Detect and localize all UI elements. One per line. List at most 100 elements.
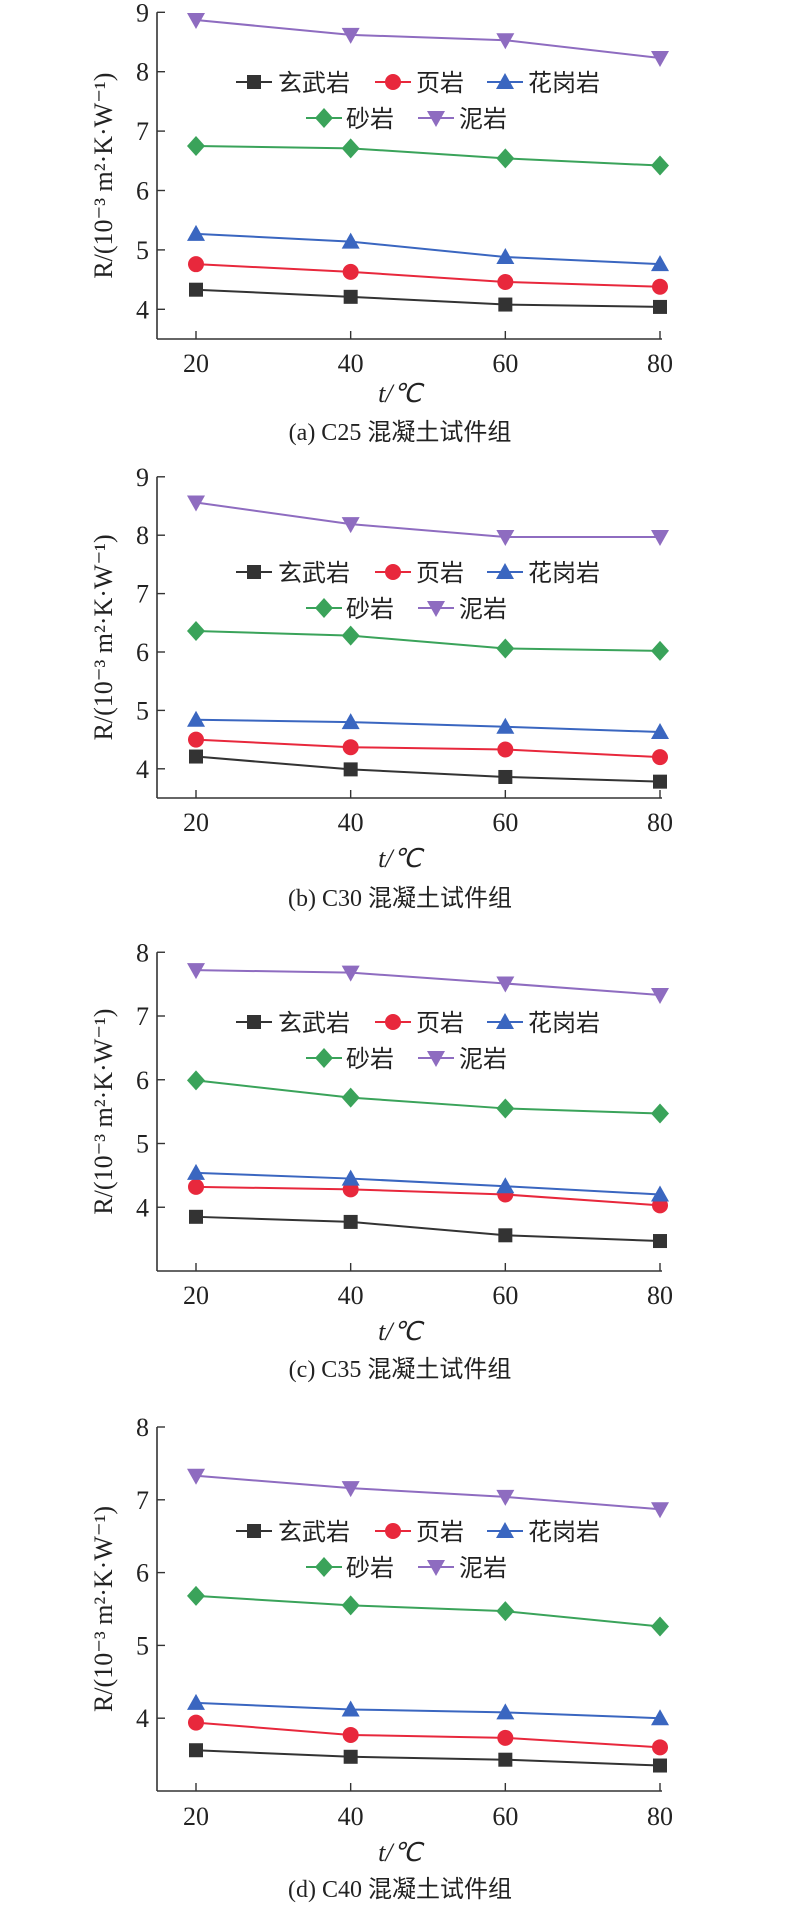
data-point	[187, 495, 205, 512]
legend-item: 页岩	[375, 69, 464, 97]
series-line	[195, 232, 661, 266]
series-line	[195, 1185, 661, 1207]
data-point	[496, 717, 515, 734]
legend-item: 页岩	[375, 1009, 464, 1037]
series-triangle-up	[187, 1163, 669, 1202]
series-line	[195, 755, 661, 783]
data-point	[341, 625, 360, 646]
chart-panel-a: 4 5 6 7 8 9 20 40 60 80 t/℃ R/(10⁻³ m²·K·W⁻¹) (a) C2…	[89, 0, 673, 446]
x-tick-label: 20	[183, 1281, 209, 1310]
legend-item: 砂岩	[306, 1554, 394, 1582]
x-tick-label: 80	[647, 349, 673, 378]
chart-caption: (d) C40 混凝土试件组	[288, 1876, 512, 1903]
series-triangle-up	[187, 1693, 669, 1726]
data-point	[498, 769, 513, 784]
x-tick-label: 80	[647, 1281, 673, 1310]
x-axis-label: t/℃	[378, 1838, 424, 1867]
series-line	[195, 1474, 661, 1511]
series-line	[195, 1594, 661, 1628]
data-point	[343, 289, 358, 304]
legend-label: 泥岩	[459, 1554, 507, 1582]
legend-label: 页岩	[416, 69, 464, 97]
series-line	[195, 738, 661, 759]
data-point	[188, 1178, 204, 1195]
y-tick-label: 7	[136, 117, 149, 146]
legend-label: 玄武岩	[278, 69, 350, 97]
data-point	[651, 1616, 669, 1637]
legend-label: 砂岩	[346, 105, 394, 133]
data-point	[341, 713, 360, 730]
legend-marker-icon	[427, 111, 445, 127]
y-tick-label: 4	[136, 755, 149, 784]
legend-marker-icon	[247, 565, 261, 579]
data-point	[187, 224, 205, 241]
x-tick-label: 40	[338, 1281, 364, 1310]
legend-marker-icon	[385, 1523, 401, 1539]
x-tick-label: 20	[183, 349, 209, 378]
data-point	[187, 1070, 205, 1091]
legend-item: 玄武岩	[236, 1009, 350, 1037]
chart-panel-b: 4 5 6 7 8 9 20 40 60 80 t/℃ R/(10⁻³ m²·K·W⁻¹) (b) C3…	[89, 463, 673, 912]
legend-marker-icon	[427, 601, 445, 617]
series-line	[195, 718, 661, 734]
series-line	[195, 629, 661, 652]
data-point	[341, 1087, 360, 1108]
data-point	[651, 1502, 669, 1519]
x-tick-label: 80	[647, 1802, 673, 1831]
legend-label: 泥岩	[459, 595, 507, 623]
data-point	[497, 1729, 514, 1746]
chart-panel-c: 4 5 6 7 8 20 40 60 80 t/℃ R/(10⁻³ m²·K·W⁻¹) (c) C35…	[89, 938, 673, 1383]
y-tick-label: 4	[136, 1193, 149, 1222]
data-point	[497, 741, 514, 758]
series-line	[195, 144, 661, 167]
legend-item: 泥岩	[418, 595, 507, 623]
chart-caption: (a) C25 混凝土试件组	[289, 419, 512, 446]
data-point	[653, 774, 667, 789]
series-circle	[188, 1714, 668, 1756]
legend-label: 花岗岩	[528, 69, 600, 97]
x-axis-label: t/℃	[378, 844, 424, 873]
y-tick-label: 8	[136, 938, 149, 967]
data-point	[498, 1752, 513, 1767]
series-circle	[188, 731, 668, 766]
data-point	[342, 1726, 359, 1743]
y-tick-label: 6	[136, 638, 149, 667]
legend-item: 砂岩	[306, 595, 394, 623]
series-line	[195, 1701, 661, 1720]
series-square	[189, 749, 667, 789]
data-point	[496, 638, 515, 659]
data-point	[187, 620, 205, 641]
x-tick-label: 40	[338, 808, 364, 837]
legend-marker-icon	[385, 564, 401, 580]
data-point	[496, 33, 515, 50]
legend-label: 玄武岩	[278, 1009, 350, 1037]
series-triangle-up	[187, 710, 669, 740]
data-point	[342, 263, 359, 280]
legend-marker-icon	[385, 1014, 401, 1030]
legend-item: 玄武岩	[236, 69, 350, 97]
data-point	[651, 51, 669, 68]
legend-marker-icon	[315, 1048, 333, 1068]
series-line	[195, 263, 661, 288]
series-triangle-down	[187, 495, 669, 546]
data-point	[496, 248, 515, 265]
legend-marker-icon	[385, 74, 401, 90]
y-tick-label: 4	[136, 295, 149, 324]
series-diamond	[187, 135, 669, 176]
series-diamond	[187, 1585, 669, 1637]
data-point	[496, 529, 515, 546]
y-axis-label: R/(10⁻³ m²·K·W⁻¹)	[89, 73, 118, 279]
chart-caption: (c) C35 混凝土试件组	[289, 1356, 512, 1383]
data-point	[342, 739, 359, 756]
series-line	[195, 501, 660, 538]
legend-item: 页岩	[375, 1518, 464, 1546]
data-point	[187, 135, 205, 156]
data-point	[653, 1234, 667, 1249]
x-axis-label: t/℃	[378, 1317, 424, 1346]
legend-label: 砂岩	[346, 595, 394, 623]
series-line	[195, 1215, 661, 1243]
y-tick-label: 5	[136, 696, 149, 725]
legend-item: 花岗岩	[487, 1009, 600, 1037]
series-triangle-down	[187, 13, 669, 68]
y-tick-label: 6	[136, 1559, 149, 1588]
